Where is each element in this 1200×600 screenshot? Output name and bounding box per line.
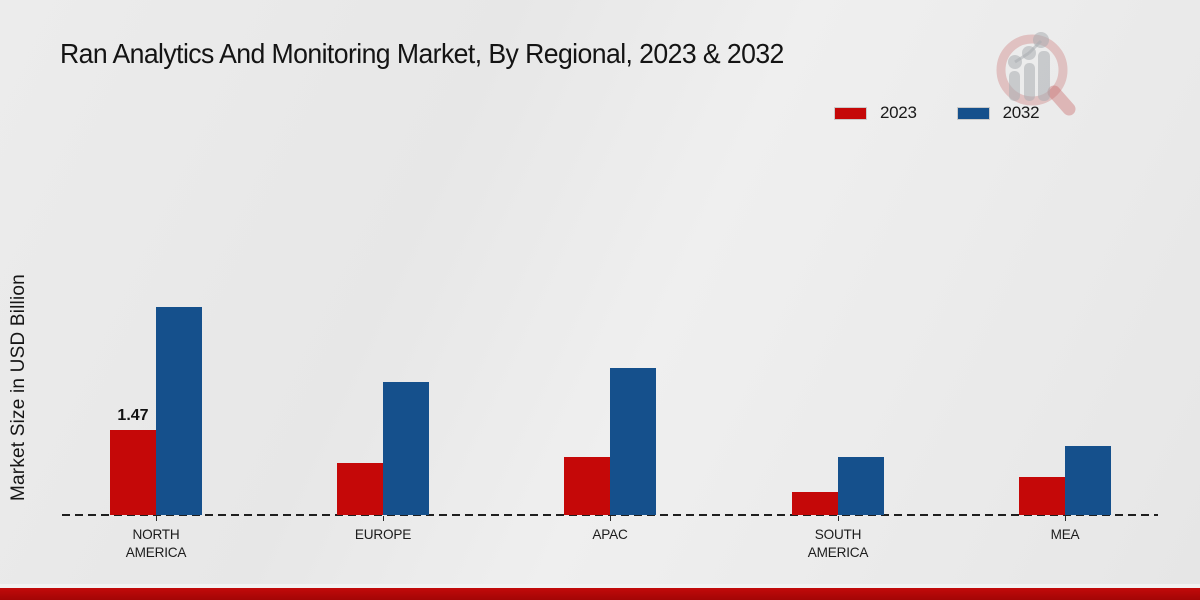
- footer-divider: [0, 584, 1200, 588]
- bar-2032-europe: [383, 382, 430, 515]
- bar-2023-apac: [564, 457, 611, 515]
- bar-2032-north-america: [156, 306, 202, 515]
- magnifier-growth-chart-logo-icon: [996, 32, 1076, 116]
- legend-item-2032: 2032: [956, 103, 1040, 123]
- x-axis-tick-europe: [383, 516, 385, 521]
- legend-swatch-2023: [834, 106, 867, 120]
- x-axis-label-europe: EUROPE: [355, 526, 412, 542]
- x-axis-label-north-america: NORTH AMERICA: [125, 526, 187, 561]
- footer-accent-bar: [0, 588, 1200, 600]
- bar-2023-mea: [1018, 477, 1065, 515]
- legend-label-2023: 2023: [880, 103, 917, 122]
- bar-2023-europe: [337, 462, 384, 515]
- x-axis-label-south-america: SOUTH AMERICA: [807, 526, 868, 561]
- legend-swatch-2032: [956, 106, 990, 120]
- x-axis-tick-south-america: [837, 516, 839, 521]
- bar-2032-mea: [1064, 445, 1111, 515]
- legend-item-2023: 2023: [834, 103, 917, 123]
- legend: 2023 2032: [834, 103, 1040, 123]
- x-axis-label-apac: APAC: [592, 526, 628, 542]
- bar-2023-south-america: [791, 491, 838, 515]
- x-axis-tick-north-america: [156, 516, 157, 521]
- bar-2032-south-america: [837, 457, 884, 515]
- bar-2032-apac: [610, 367, 657, 515]
- x-axis-tick-apac: [610, 516, 612, 521]
- bar-2023-north-america: [110, 430, 156, 515]
- x-axis-baseline: [62, 514, 1158, 516]
- x-axis-tick-mea: [1064, 516, 1066, 521]
- x-axis-label-mea: MEA: [1050, 526, 1080, 542]
- data-label-2023-north-america: 1.47: [117, 407, 149, 425]
- legend-label-2032: 2032: [1002, 103, 1040, 122]
- chart-title: Ran Analytics And Monitoring Market, By …: [60, 38, 784, 69]
